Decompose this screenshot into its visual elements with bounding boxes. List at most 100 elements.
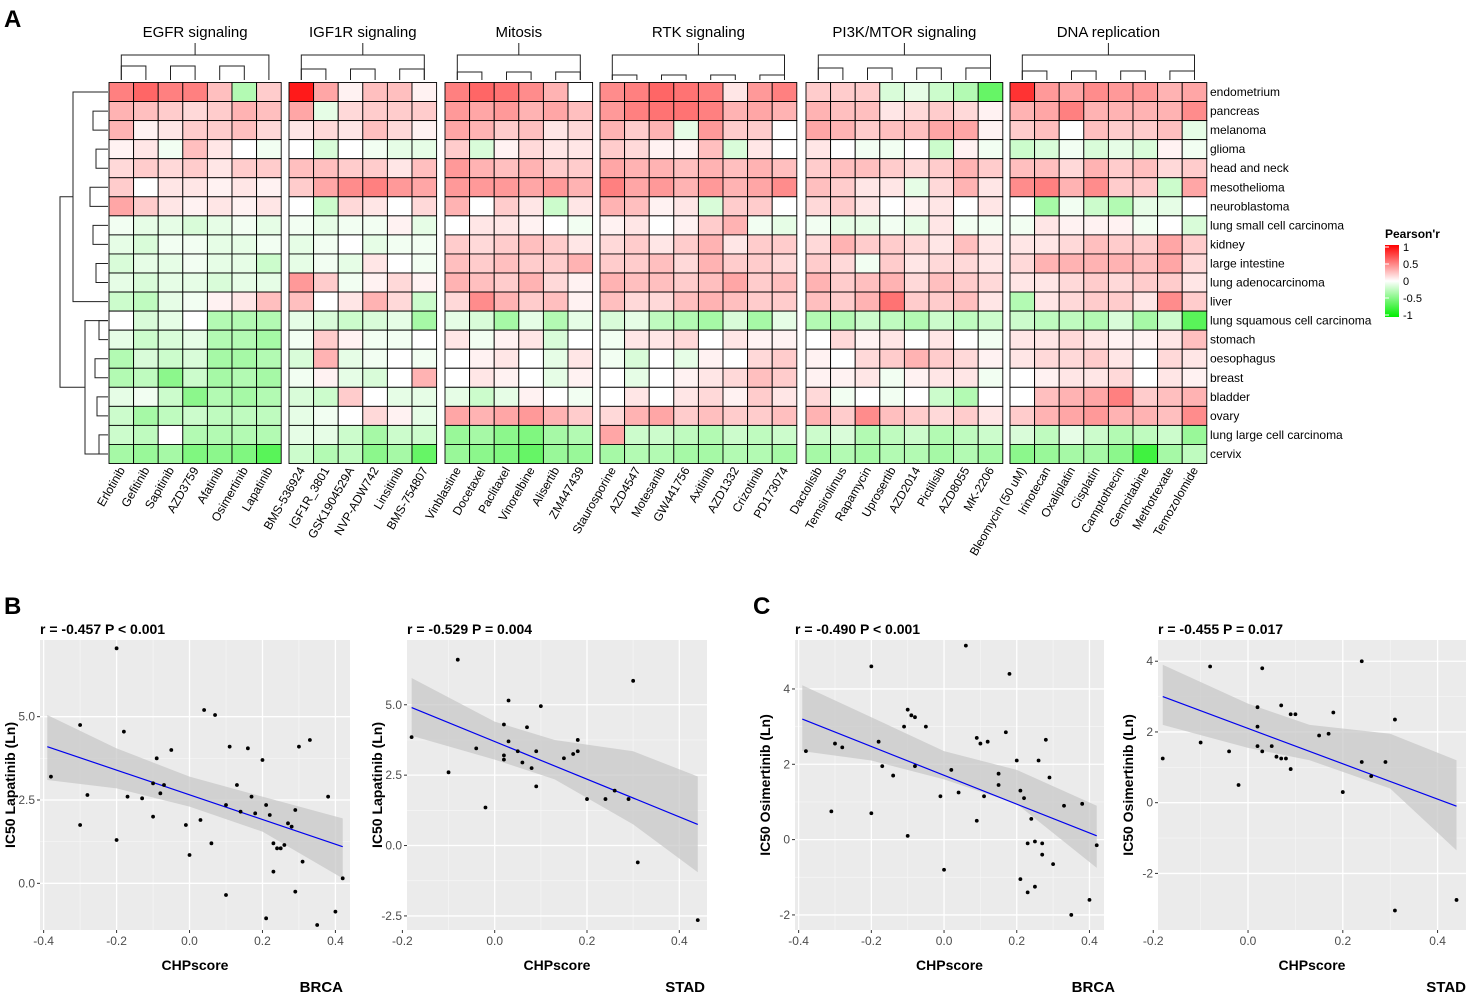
heatmap-cell bbox=[1132, 310, 1159, 331]
data-point bbox=[1284, 756, 1288, 761]
heatmap-cell bbox=[977, 367, 1004, 388]
data-point bbox=[307, 738, 312, 742]
heatmap-cell bbox=[1034, 253, 1060, 274]
data-point bbox=[1080, 801, 1085, 806]
heatmap-cell bbox=[1034, 196, 1060, 217]
heatmap-cell bbox=[1181, 101, 1208, 122]
heatmap-cell bbox=[362, 272, 388, 293]
heatmap-cell bbox=[879, 310, 905, 331]
heatmap-cell bbox=[624, 291, 650, 312]
heatmap-cell bbox=[977, 272, 1004, 293]
regression-line bbox=[802, 718, 1097, 837]
heatmap-cell bbox=[108, 291, 135, 312]
heatmap-cell bbox=[747, 405, 773, 426]
dendrogram-branch bbox=[710, 74, 736, 80]
heatmap-cell bbox=[830, 196, 856, 217]
heatmap-cell bbox=[830, 253, 856, 274]
heatmap-cell bbox=[1058, 291, 1085, 312]
heatmap-cell bbox=[805, 139, 832, 160]
data-point bbox=[1255, 744, 1260, 748]
heatmap-cell bbox=[1009, 424, 1036, 445]
data-point bbox=[985, 739, 990, 744]
heatmap-cell bbox=[411, 120, 438, 141]
heatmap-cell bbox=[493, 405, 520, 426]
heatmap-row-label: lung large cell carcinoma bbox=[1210, 428, 1343, 442]
heatmap-cell bbox=[182, 405, 208, 426]
heatmap-cell bbox=[157, 253, 184, 274]
heatmap-cell bbox=[953, 120, 979, 141]
heatmap-cell bbox=[288, 120, 315, 141]
heatmap-cell bbox=[599, 348, 626, 369]
heatmap-cell bbox=[624, 215, 650, 236]
correlation-annotation: r = -0.455 P = 0.017 bbox=[1158, 621, 1283, 637]
heatmap-cell bbox=[977, 329, 1004, 350]
data-point bbox=[902, 724, 906, 729]
heatmap-cell bbox=[313, 367, 339, 388]
heatmap-cell bbox=[1009, 158, 1036, 179]
heatmap-cell bbox=[1132, 234, 1159, 255]
heatmap-cell bbox=[805, 101, 832, 122]
data-point bbox=[264, 803, 269, 807]
data-point bbox=[1208, 664, 1213, 669]
heatmap-cell bbox=[108, 139, 135, 160]
heatmap-cell bbox=[469, 177, 495, 198]
heatmap-cell bbox=[1009, 291, 1036, 312]
heatmap-cell bbox=[133, 291, 159, 312]
heatmap-cell bbox=[362, 444, 388, 464]
heatmap-cell bbox=[313, 101, 339, 122]
heatmap-group-title: RTK signaling bbox=[652, 24, 745, 41]
data-point bbox=[974, 818, 979, 823]
heatmap-cell bbox=[624, 177, 650, 198]
heatmap-cell bbox=[518, 348, 544, 369]
heatmap-cell bbox=[108, 253, 135, 274]
heatmap-row-label: lung small cell carcinoma bbox=[1210, 218, 1344, 232]
heatmap-cell bbox=[469, 272, 495, 293]
heatmap-cell bbox=[977, 215, 1004, 236]
heatmap-cell bbox=[697, 101, 724, 122]
heatmap-cell bbox=[771, 310, 798, 331]
heatmap-cell bbox=[624, 196, 650, 217]
heatmap-cell bbox=[953, 177, 979, 198]
heatmap-cell bbox=[928, 253, 955, 274]
heatmap-cell bbox=[231, 405, 258, 426]
heatmap-cell bbox=[313, 444, 339, 464]
heatmap-cell bbox=[133, 253, 159, 274]
heatmap-cell bbox=[386, 405, 413, 426]
y-tick-label: -2 bbox=[779, 908, 790, 922]
heatmap-cell bbox=[879, 196, 905, 217]
heatmap-cell bbox=[805, 82, 832, 102]
heatmap-cell bbox=[444, 405, 471, 426]
heatmap-cell bbox=[411, 405, 438, 426]
heatmap-cell bbox=[567, 405, 594, 426]
heatmap-cell bbox=[747, 120, 773, 141]
heatmap-cell bbox=[903, 101, 930, 122]
heatmap-cell bbox=[206, 367, 233, 388]
dendrogram-branch bbox=[817, 54, 991, 80]
heatmap-cell bbox=[133, 444, 159, 464]
heatmap-cell bbox=[157, 196, 184, 217]
heatmap-cell bbox=[108, 348, 135, 369]
dendrogram-branch bbox=[96, 396, 108, 417]
heatmap-cell bbox=[133, 196, 159, 217]
x-axis-title: CHPscore bbox=[916, 957, 983, 973]
heatmap-cell bbox=[624, 120, 650, 141]
heatmap-cell bbox=[206, 291, 233, 312]
data-point bbox=[1051, 862, 1056, 866]
data-point bbox=[1040, 852, 1045, 857]
dendrogram-branch bbox=[89, 186, 108, 207]
heatmap-cell bbox=[313, 272, 339, 293]
data-point bbox=[260, 758, 265, 762]
data-point bbox=[1018, 877, 1023, 882]
dendrogram-branch bbox=[95, 148, 108, 169]
heatmap-cell bbox=[648, 253, 675, 274]
heatmap-cell bbox=[722, 329, 749, 350]
heatmap-cell bbox=[648, 405, 675, 426]
y-tick-label: -2.5 bbox=[381, 909, 402, 923]
data-point bbox=[833, 741, 837, 746]
heatmap-cell bbox=[108, 444, 135, 464]
heatmap-cell bbox=[879, 139, 905, 160]
heatmap-row-label: neuroblastoma bbox=[1210, 199, 1290, 213]
legend-tick-label: 0 bbox=[1403, 276, 1409, 288]
heatmap-cell bbox=[854, 82, 881, 102]
heatmap-cell bbox=[337, 196, 364, 217]
